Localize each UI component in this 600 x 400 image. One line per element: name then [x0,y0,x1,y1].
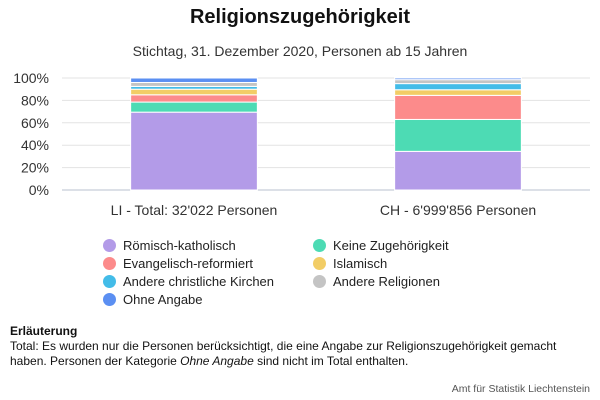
legend-item-islamisch[interactable]: Islamisch [313,255,503,272]
note-text-suffix: sind nicht im Total enthalten. [253,354,409,368]
legend-swatch [313,239,326,252]
legend-swatch [313,257,326,270]
note-title: Erläuterung [10,324,78,338]
y-tick-label: 60% [21,115,49,131]
x-tick-label: CH - 6'999'856 Personen [380,202,536,218]
y-tick-label: 40% [21,137,49,153]
bar-segment [394,94,522,120]
bar-segment [394,79,522,85]
legend-label: Ohne Angabe [123,292,203,307]
bar-segment [130,111,258,191]
legend-item-andere-christliche-kirchen[interactable]: Andere christliche Kirchen [103,273,313,290]
bar-segment [130,81,258,87]
note-text: Total: Es wurden nur die Personen berück… [10,339,590,369]
bar-segment [130,101,258,113]
stacked-bar-chart: 0% 20% 40% 60% 80% 100% LI - Total: 32'022 Per… [13,70,590,218]
bar-segment [130,94,258,103]
legend-label: Römisch-katholisch [123,238,236,253]
legend-label: Evangelisch-reformiert [123,256,254,271]
chart-title: Religionszugehörigkeit [189,6,411,28]
legend-item-evangelisch-reformiert[interactable]: Evangelisch-reformiert [103,255,313,272]
y-tick-label: 80% [21,92,49,108]
bar-segment [394,150,522,191]
legend-item-ohne-angabe[interactable]: Ohne Angabe [103,291,313,308]
legend-swatch [103,257,116,270]
note-text-emphasis: Ohne Angabe [180,354,254,368]
legend-label: Andere Religionen [333,274,440,289]
bar-segment [130,77,258,83]
bar-segment [394,77,522,81]
legend-item-keine-zugehoerigkeit[interactable]: Keine Zugehörigkeit [313,237,503,254]
legend-item-roemisch-katholisch[interactable]: Römisch-katholisch [103,237,313,254]
legend-label: Andere christliche Kirchen [123,274,275,289]
legend-swatch [103,239,116,252]
legend-swatch [103,293,116,306]
legend-item-andere-religionen[interactable]: Andere Religionen [313,273,503,290]
chart-legend: Römisch-katholisch Keine Zugehörigkeit E… [103,237,503,308]
x-tick-label: LI - Total: 32'022 Personen [111,202,278,218]
bar-segment [394,118,522,152]
legend-swatch [313,275,326,288]
bar-segment [394,89,522,96]
y-tick-label: 20% [21,160,49,176]
legend-label: Keine Zugehörigkeit [333,238,449,253]
bar-segment [130,88,258,96]
legend-swatch [103,275,116,288]
chart-subtitle: Stichtag, 31. Dezember 2020, Personen ab… [132,43,468,59]
y-tick-label: 100% [13,70,49,86]
y-tick-label: 0% [29,182,49,198]
legend-label: Islamisch [333,256,388,271]
explanation-note: Erläuterung Total: Es wurden nur die Per… [10,324,590,369]
bar-segment [394,83,522,91]
source-credit: Amt für Statistik Liechtenstein [451,383,590,395]
note-text-prefix: Total: Es wurden nur die Personen berück… [10,339,557,368]
